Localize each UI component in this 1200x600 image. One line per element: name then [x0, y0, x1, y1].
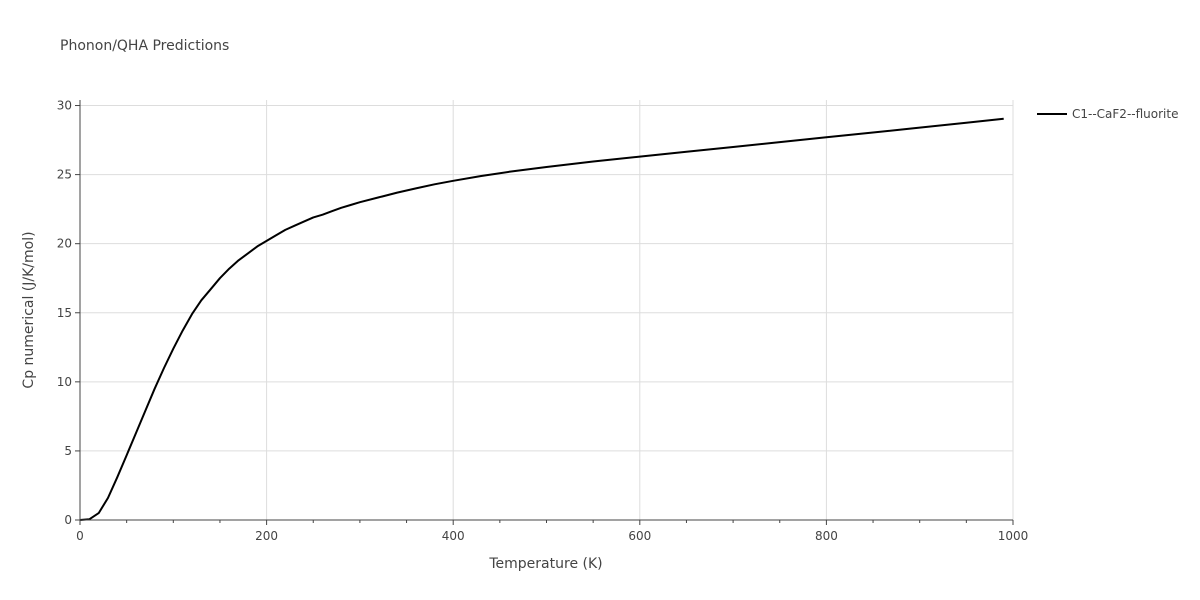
y-tick-label: 15: [57, 306, 72, 320]
plot-series: [79, 117, 1004, 521]
y-axis-title: Cp numerical (J/K/mol): [21, 231, 37, 388]
y-tick-label: 25: [57, 168, 72, 182]
x-tick-label: 400: [442, 529, 465, 543]
y-tick-label: 0: [64, 513, 72, 527]
series-line: [79, 117, 1004, 521]
legend-label[interactable]: C1--CaF2--fluorite: [1072, 107, 1178, 121]
grid-lines: [80, 100, 1014, 520]
x-axis-ticks: 0 200 400 600 800 1000: [76, 520, 1028, 543]
y-axis-ticks: 0 5 10 15 20 25 30: [57, 99, 80, 527]
chart-title: Phonon/QHA Predictions: [60, 38, 229, 54]
legend[interactable]: C1--CaF2--fluorite: [1037, 107, 1178, 121]
x-tick-label: 800: [815, 529, 838, 543]
x-axis-title: Temperature (K): [488, 556, 602, 572]
x-tick-label: 0: [76, 529, 84, 543]
y-tick-label: 5: [64, 444, 72, 458]
y-tick-label: 10: [57, 375, 72, 389]
x-tick-label: 600: [628, 529, 651, 543]
y-tick-label: 20: [57, 237, 72, 251]
x-tick-label: 1000: [998, 529, 1029, 543]
axes: [79, 100, 1013, 523]
x-tick-label: 200: [255, 529, 278, 543]
y-tick-label: 30: [57, 99, 72, 113]
